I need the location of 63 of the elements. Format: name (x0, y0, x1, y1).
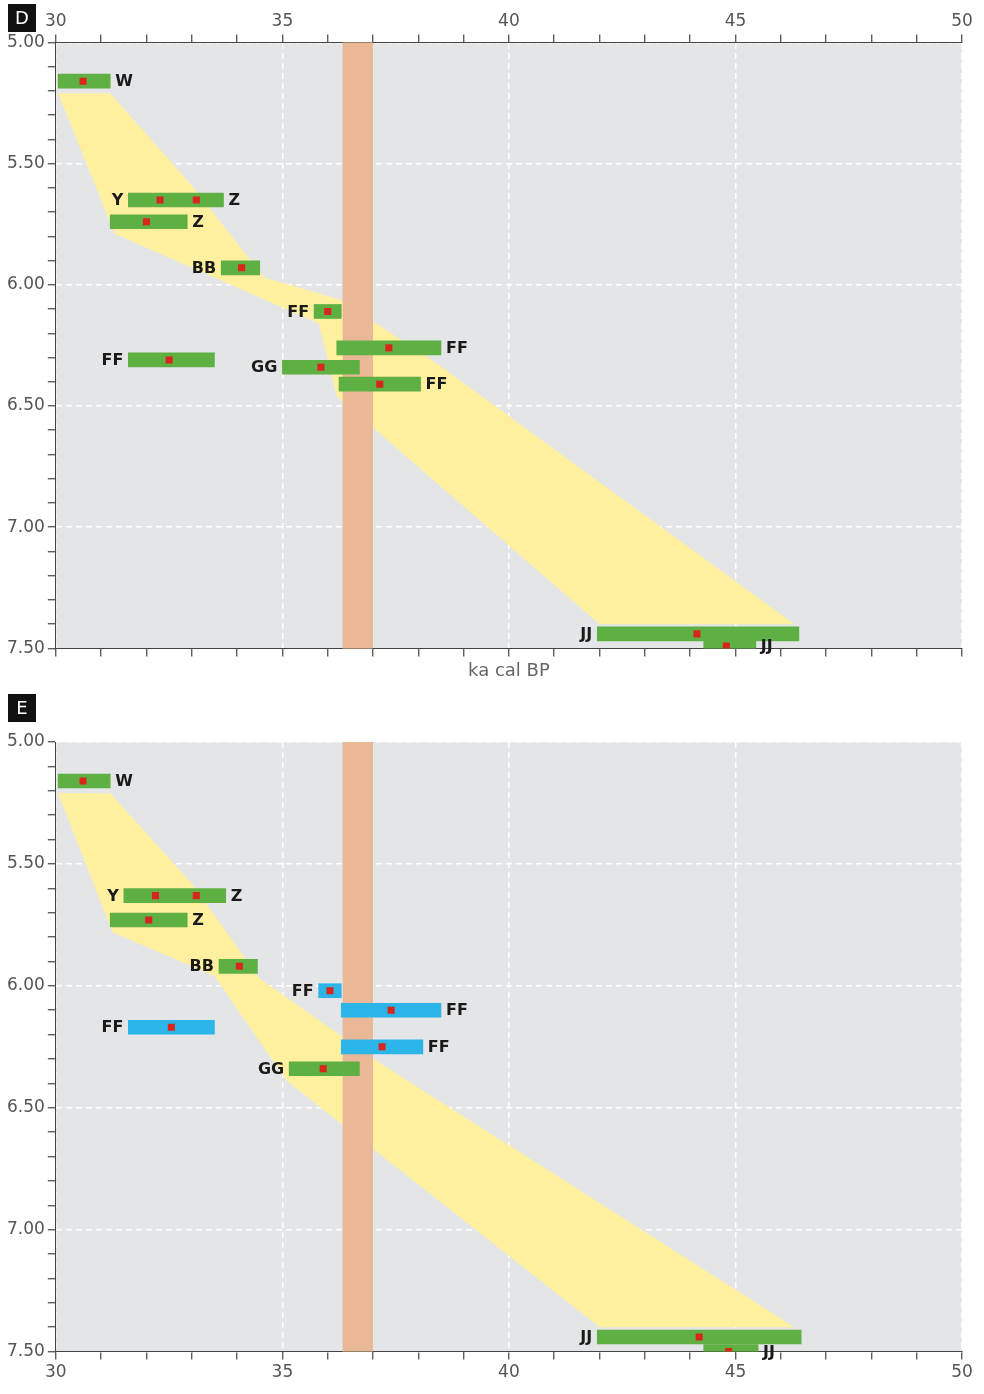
annotation: Z (192, 910, 204, 930)
x-tick-label: 50 (951, 1361, 973, 1382)
annotation: GG (251, 357, 278, 377)
y-tick-label: 5.00 (6, 30, 45, 51)
bar (57, 773, 111, 789)
annotation: JJ (579, 1327, 593, 1347)
annotation: BB (191, 257, 217, 277)
annotation: Z (230, 885, 243, 905)
annotation: FF (291, 980, 314, 1000)
x-tick-label: 45 (724, 1361, 747, 1382)
annotation: W (115, 71, 134, 91)
x-tick-label: 35 (271, 9, 294, 30)
chart-title: D (15, 6, 29, 28)
annotation: Z (192, 211, 204, 231)
annotation: FF (445, 1000, 468, 1020)
annotation: Y (110, 190, 124, 210)
annotation: FF (101, 1017, 124, 1037)
annotation: W (115, 771, 134, 791)
chart-title: E (16, 696, 28, 718)
annotation: FF (445, 337, 468, 357)
annotation: FF (287, 301, 310, 321)
y-tick-label: 7.00 (6, 1218, 45, 1239)
bar (109, 214, 188, 230)
annotation: FF (101, 350, 124, 370)
y-tick-label: 6.00 (6, 974, 45, 995)
bar (336, 340, 442, 356)
bar (340, 1039, 424, 1055)
y-tick-label: 7.50 (6, 636, 45, 657)
x-tick-label: 40 (498, 9, 520, 30)
x-axis-title: ka cal BP (468, 658, 550, 680)
y-tick-label: 5.50 (6, 852, 45, 873)
x-tick-label: 50 (951, 9, 973, 30)
y-tick-label: 6.50 (6, 394, 45, 415)
bar (123, 888, 227, 903)
annotation: FF (427, 1036, 450, 1056)
y-tick-label: 6.50 (6, 1096, 45, 1117)
bar (57, 73, 111, 89)
bar (109, 912, 188, 928)
bar (128, 192, 224, 208)
y-tick-label: 6.00 (6, 273, 45, 294)
bar (338, 376, 421, 392)
x-tick-label: 45 (724, 9, 747, 30)
annotation: Z (228, 190, 241, 210)
y-tick-label: 5.00 (6, 730, 45, 751)
bar (128, 1019, 215, 1035)
x-tick-label: 30 (45, 9, 67, 30)
y-tick-label: 5.50 (6, 152, 45, 173)
annotation: GG (257, 1058, 285, 1078)
bar (340, 1002, 442, 1018)
annotation: JJ (579, 624, 593, 644)
x-tick-label: 35 (271, 1361, 294, 1382)
annotation: FF (425, 374, 448, 394)
bar (288, 1061, 360, 1077)
annotation: BB (189, 956, 214, 976)
bar (282, 359, 360, 375)
bar (218, 959, 258, 974)
x-tick-label: 30 (45, 1361, 67, 1382)
bar (128, 352, 215, 368)
y-tick-label: 7.00 (6, 515, 45, 536)
x-tick-label: 40 (498, 1361, 520, 1382)
y-tick-label: 7.50 (6, 1340, 45, 1361)
annotation: Y (106, 885, 120, 905)
bar (220, 260, 261, 276)
